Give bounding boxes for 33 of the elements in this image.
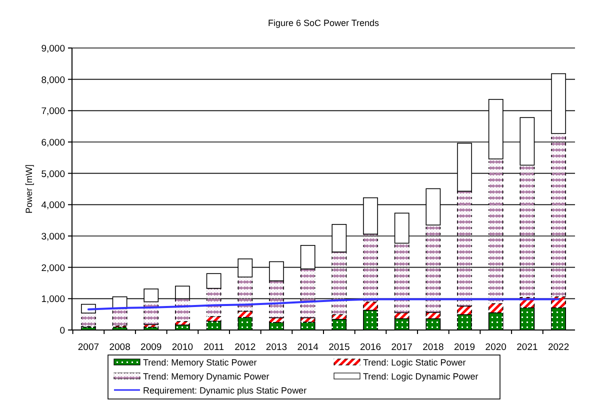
x-tick-label: 2008 xyxy=(109,342,130,353)
x-tick-label: 2013 xyxy=(266,342,288,353)
legend-label: Trend: Logic Static Power xyxy=(363,358,466,368)
legend-label: Trend: Memory Dynamic Power xyxy=(143,372,270,382)
x-tick-label: 2017 xyxy=(391,342,412,353)
y-tick-label: 0 xyxy=(60,326,65,336)
legend-label: Trend: Logic Dynamic Power xyxy=(363,372,478,382)
x-tick-label: 2019 xyxy=(454,342,476,353)
y-tick-label: 4,000 xyxy=(41,200,65,212)
y-tick-label: 2,000 xyxy=(41,262,65,274)
y-tick-label: 1,000 xyxy=(41,294,65,306)
x-tick-label: 2020 xyxy=(485,342,506,353)
legend-label: Trend: Memory Static Power xyxy=(143,358,257,368)
y-tick-label: 7,000 xyxy=(41,106,65,118)
y-tick-label: 8,000 xyxy=(41,74,65,86)
y-tick-label: 3,000 xyxy=(41,232,65,242)
x-tick-label: 2011 xyxy=(204,342,224,353)
x-tick-label: 2021 xyxy=(516,342,538,353)
legend-label: Requirement: Dynamic plus Static Power xyxy=(143,386,307,396)
y-tick-label: 6,000 xyxy=(41,138,65,148)
x-tick-label: 2015 xyxy=(328,342,350,353)
x-tick-label: 2016 xyxy=(360,342,382,353)
x-tick-label: 2007 xyxy=(78,342,100,353)
x-tick-label: 2014 xyxy=(297,342,318,353)
y-axis-title: Power [mW] xyxy=(24,164,34,214)
x-tick-label: 2009 xyxy=(140,342,162,353)
y-tick-label: 9,000 xyxy=(41,44,65,54)
y-tick-label: 5,000 xyxy=(41,168,65,180)
chart-title: Figure 6 SoC Power Trends xyxy=(268,18,380,28)
x-tick-label: 2010 xyxy=(172,342,194,353)
x-tick-label: 2018 xyxy=(422,342,444,353)
x-tick-label: 2022 xyxy=(548,342,570,353)
x-tick-label: 2012 xyxy=(234,342,256,353)
